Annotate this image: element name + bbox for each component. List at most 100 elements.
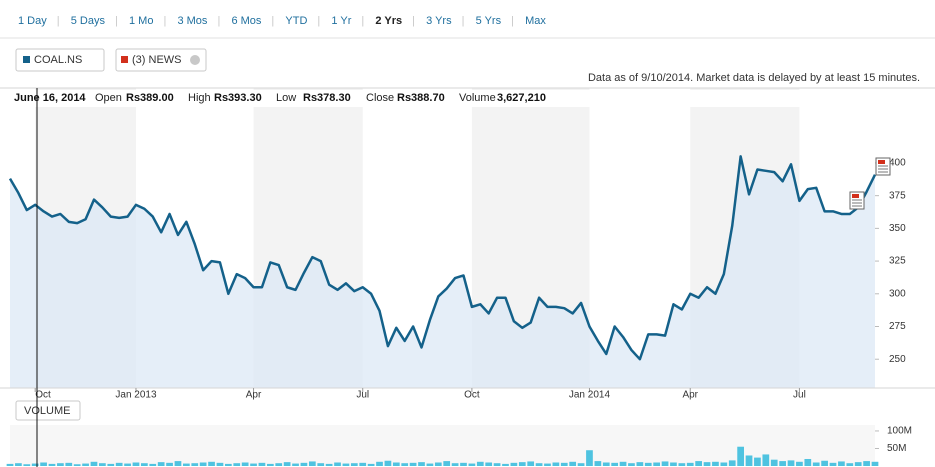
volume-bar [611, 462, 619, 466]
volume-bar [628, 463, 635, 466]
volume-bar [241, 462, 249, 466]
separator: | [217, 15, 220, 27]
volume-bar [350, 463, 358, 466]
separator: | [115, 15, 118, 27]
volume-bar [602, 462, 610, 466]
area-fill [10, 156, 875, 388]
volume-bar [527, 461, 535, 466]
range-button[interactable]: 1 Day [18, 15, 47, 27]
volume-bar [99, 463, 106, 466]
volume-bar [384, 460, 392, 466]
volume-bar [460, 462, 467, 466]
news-tag[interactable] [115, 48, 207, 72]
volume-bar [754, 457, 761, 466]
volume-bar [686, 462, 694, 466]
volume-bar [166, 462, 173, 466]
volume-bar [695, 461, 702, 466]
volume-bar [31, 463, 39, 466]
quote-label: Volume [459, 92, 496, 104]
range-button[interactable]: 2 Yrs [375, 15, 402, 27]
volume-bar [208, 461, 215, 466]
volume-bar [250, 463, 257, 466]
volume-bar [594, 461, 602, 466]
volume-bar [300, 462, 308, 466]
y-tick-label: 400 [889, 158, 906, 169]
range-button[interactable]: 5 Yrs [476, 15, 502, 27]
symbol-tag[interactable] [15, 48, 105, 72]
volume-bar [745, 455, 753, 466]
volume-bar [636, 462, 644, 466]
volume-bar [141, 463, 148, 466]
volume-bar [359, 462, 367, 466]
y-tick-label: 325 [889, 256, 906, 267]
quote-label: Low [276, 92, 296, 104]
volume-bar [308, 461, 316, 466]
quote-value: Rs393.30 [214, 92, 262, 104]
volume-bar [737, 446, 744, 466]
volume-bar [703, 462, 711, 466]
volume-bar [317, 463, 325, 466]
volume-bar [821, 460, 828, 466]
x-tick-label: Apr [246, 390, 262, 401]
volume-bar [560, 462, 568, 466]
volume-bar [644, 462, 652, 466]
range-button[interactable]: 5 Days [71, 15, 106, 27]
volume-bar [107, 463, 115, 466]
volume-title: VOLUME [24, 405, 70, 417]
x-tick-label: Jan 2014 [569, 390, 611, 401]
volume-bar [544, 463, 551, 466]
volume-bar [258, 462, 266, 466]
volume-bar [376, 461, 383, 466]
volume-bar [401, 463, 409, 466]
volume-bar [409, 462, 417, 466]
volume-bar [670, 462, 677, 466]
separator: | [57, 15, 60, 27]
range-button[interactable]: 6 Mos [231, 15, 261, 27]
volume-bar [720, 462, 728, 466]
volume-bar [552, 462, 560, 466]
volume-bar [787, 460, 795, 466]
quote-value: Rs389.00 [126, 92, 174, 104]
volume-bar [90, 461, 98, 466]
separator: | [317, 15, 320, 27]
range-button[interactable]: 3 Yrs [426, 15, 452, 27]
quote-bar [10, 90, 875, 107]
volume-bar [502, 463, 509, 466]
quote-value: 3,627,210 [497, 92, 546, 104]
x-tick-label: Jul [356, 390, 369, 401]
separator: | [412, 15, 415, 27]
volume-bar [266, 463, 274, 466]
range-button[interactable]: Max [525, 15, 546, 27]
range-button[interactable]: YTD [285, 15, 307, 27]
volume-bar [804, 458, 812, 466]
x-tick-label: Apr [682, 390, 698, 401]
volume-bar [48, 463, 56, 466]
volume-bar [342, 463, 350, 466]
news-close[interactable] [190, 55, 200, 65]
quote-date: June 16, 2014 [14, 92, 86, 104]
volume-bar [183, 463, 190, 466]
volume-bar [854, 462, 862, 466]
volume-bar [451, 463, 459, 466]
separator: | [271, 15, 274, 27]
volume-bar [518, 462, 526, 466]
range-button[interactable]: 3 Mos [177, 15, 207, 27]
separator: | [361, 15, 364, 27]
volume-bar [82, 463, 89, 466]
volume-bar [132, 462, 140, 466]
volume-bar [174, 461, 182, 466]
volume-bar [838, 461, 845, 466]
volume-bar [57, 463, 64, 466]
quote-label: Open [95, 92, 122, 104]
news-marker-flag [878, 160, 885, 164]
range-button[interactable]: 1 Mo [129, 15, 153, 27]
news-marker-flag [852, 194, 859, 198]
volume-bar [485, 462, 493, 466]
volume-bar [325, 463, 333, 466]
volume-bar [224, 463, 232, 466]
volume-bar [493, 463, 501, 466]
delay-notice: Data as of 9/10/2014. Market data is del… [588, 72, 920, 84]
range-button[interactable]: 1 Yr [331, 15, 351, 27]
volume-button [15, 400, 81, 421]
